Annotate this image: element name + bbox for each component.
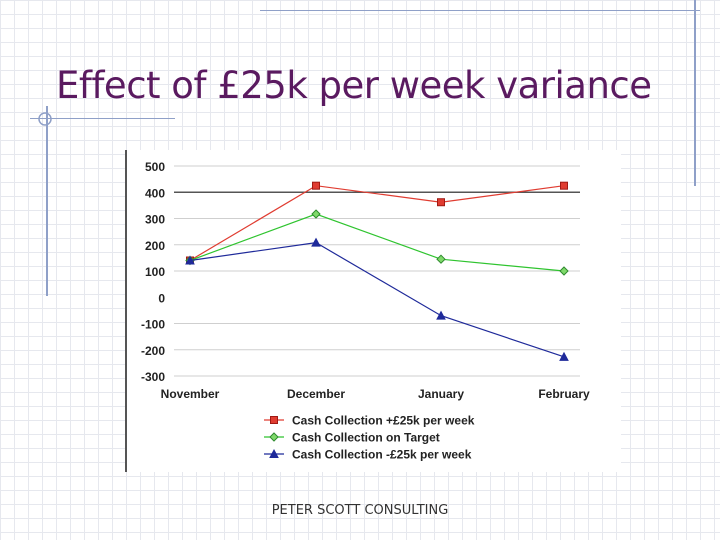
y-tick-label: -200 — [141, 344, 165, 358]
y-tick-label: 500 — [145, 160, 165, 174]
x-tick-label: November — [161, 387, 220, 401]
legend-marker-3 — [269, 448, 279, 458]
decorative-horizontal-line — [30, 118, 175, 119]
y-tick-label: -100 — [141, 318, 165, 332]
series-3-point — [436, 310, 446, 320]
crosshair-circle-icon — [38, 112, 52, 126]
decorative-left-line — [46, 106, 48, 296]
series-line-1 — [189, 185, 565, 262]
series-3-point — [185, 255, 195, 265]
series-3-point — [311, 237, 321, 247]
y-tick-label: 0 — [158, 291, 165, 305]
series-1-point — [560, 181, 568, 190]
y-tick-label: 300 — [145, 213, 165, 227]
legend-label-1: Cash Collection +£25k per week — [292, 414, 475, 428]
series-1-point — [437, 198, 445, 207]
slide-footer: PETER SCOTT CONSULTING — [271, 503, 449, 518]
series-line-3 — [189, 242, 565, 358]
legend-label-2: Cash Collection on Target — [292, 431, 440, 445]
legend-marker-1 — [270, 416, 278, 424]
x-tick-label: January — [418, 387, 464, 401]
legend-label-3: Cash Collection -£25k per week — [292, 448, 472, 462]
series-line-2 — [189, 213, 565, 272]
y-tick-label: 100 — [145, 265, 165, 279]
series-2-point — [311, 209, 321, 219]
series-1-point — [312, 181, 320, 190]
series-2-point — [559, 266, 569, 276]
x-tick-label: February — [538, 387, 590, 401]
y-tick-label: -300 — [141, 370, 165, 384]
y-tick-label: 200 — [145, 239, 165, 253]
x-tick-label: December — [287, 387, 345, 401]
decorative-right-line — [694, 0, 696, 186]
legend-marker-2 — [269, 432, 279, 442]
series-3-point — [559, 351, 569, 361]
y-tick-label: 400 — [145, 186, 165, 200]
decorative-top-line — [260, 10, 700, 11]
series-2-point — [436, 254, 446, 264]
slide-title: Effect of £25k per week variance — [56, 64, 652, 107]
chart-panel: 500 400 300 200 100 0 -100 -200 -300 November Dece… — [125, 150, 621, 472]
line-chart: 500 400 300 200 100 0 -100 -200 -300 November Dece… — [141, 160, 590, 462]
